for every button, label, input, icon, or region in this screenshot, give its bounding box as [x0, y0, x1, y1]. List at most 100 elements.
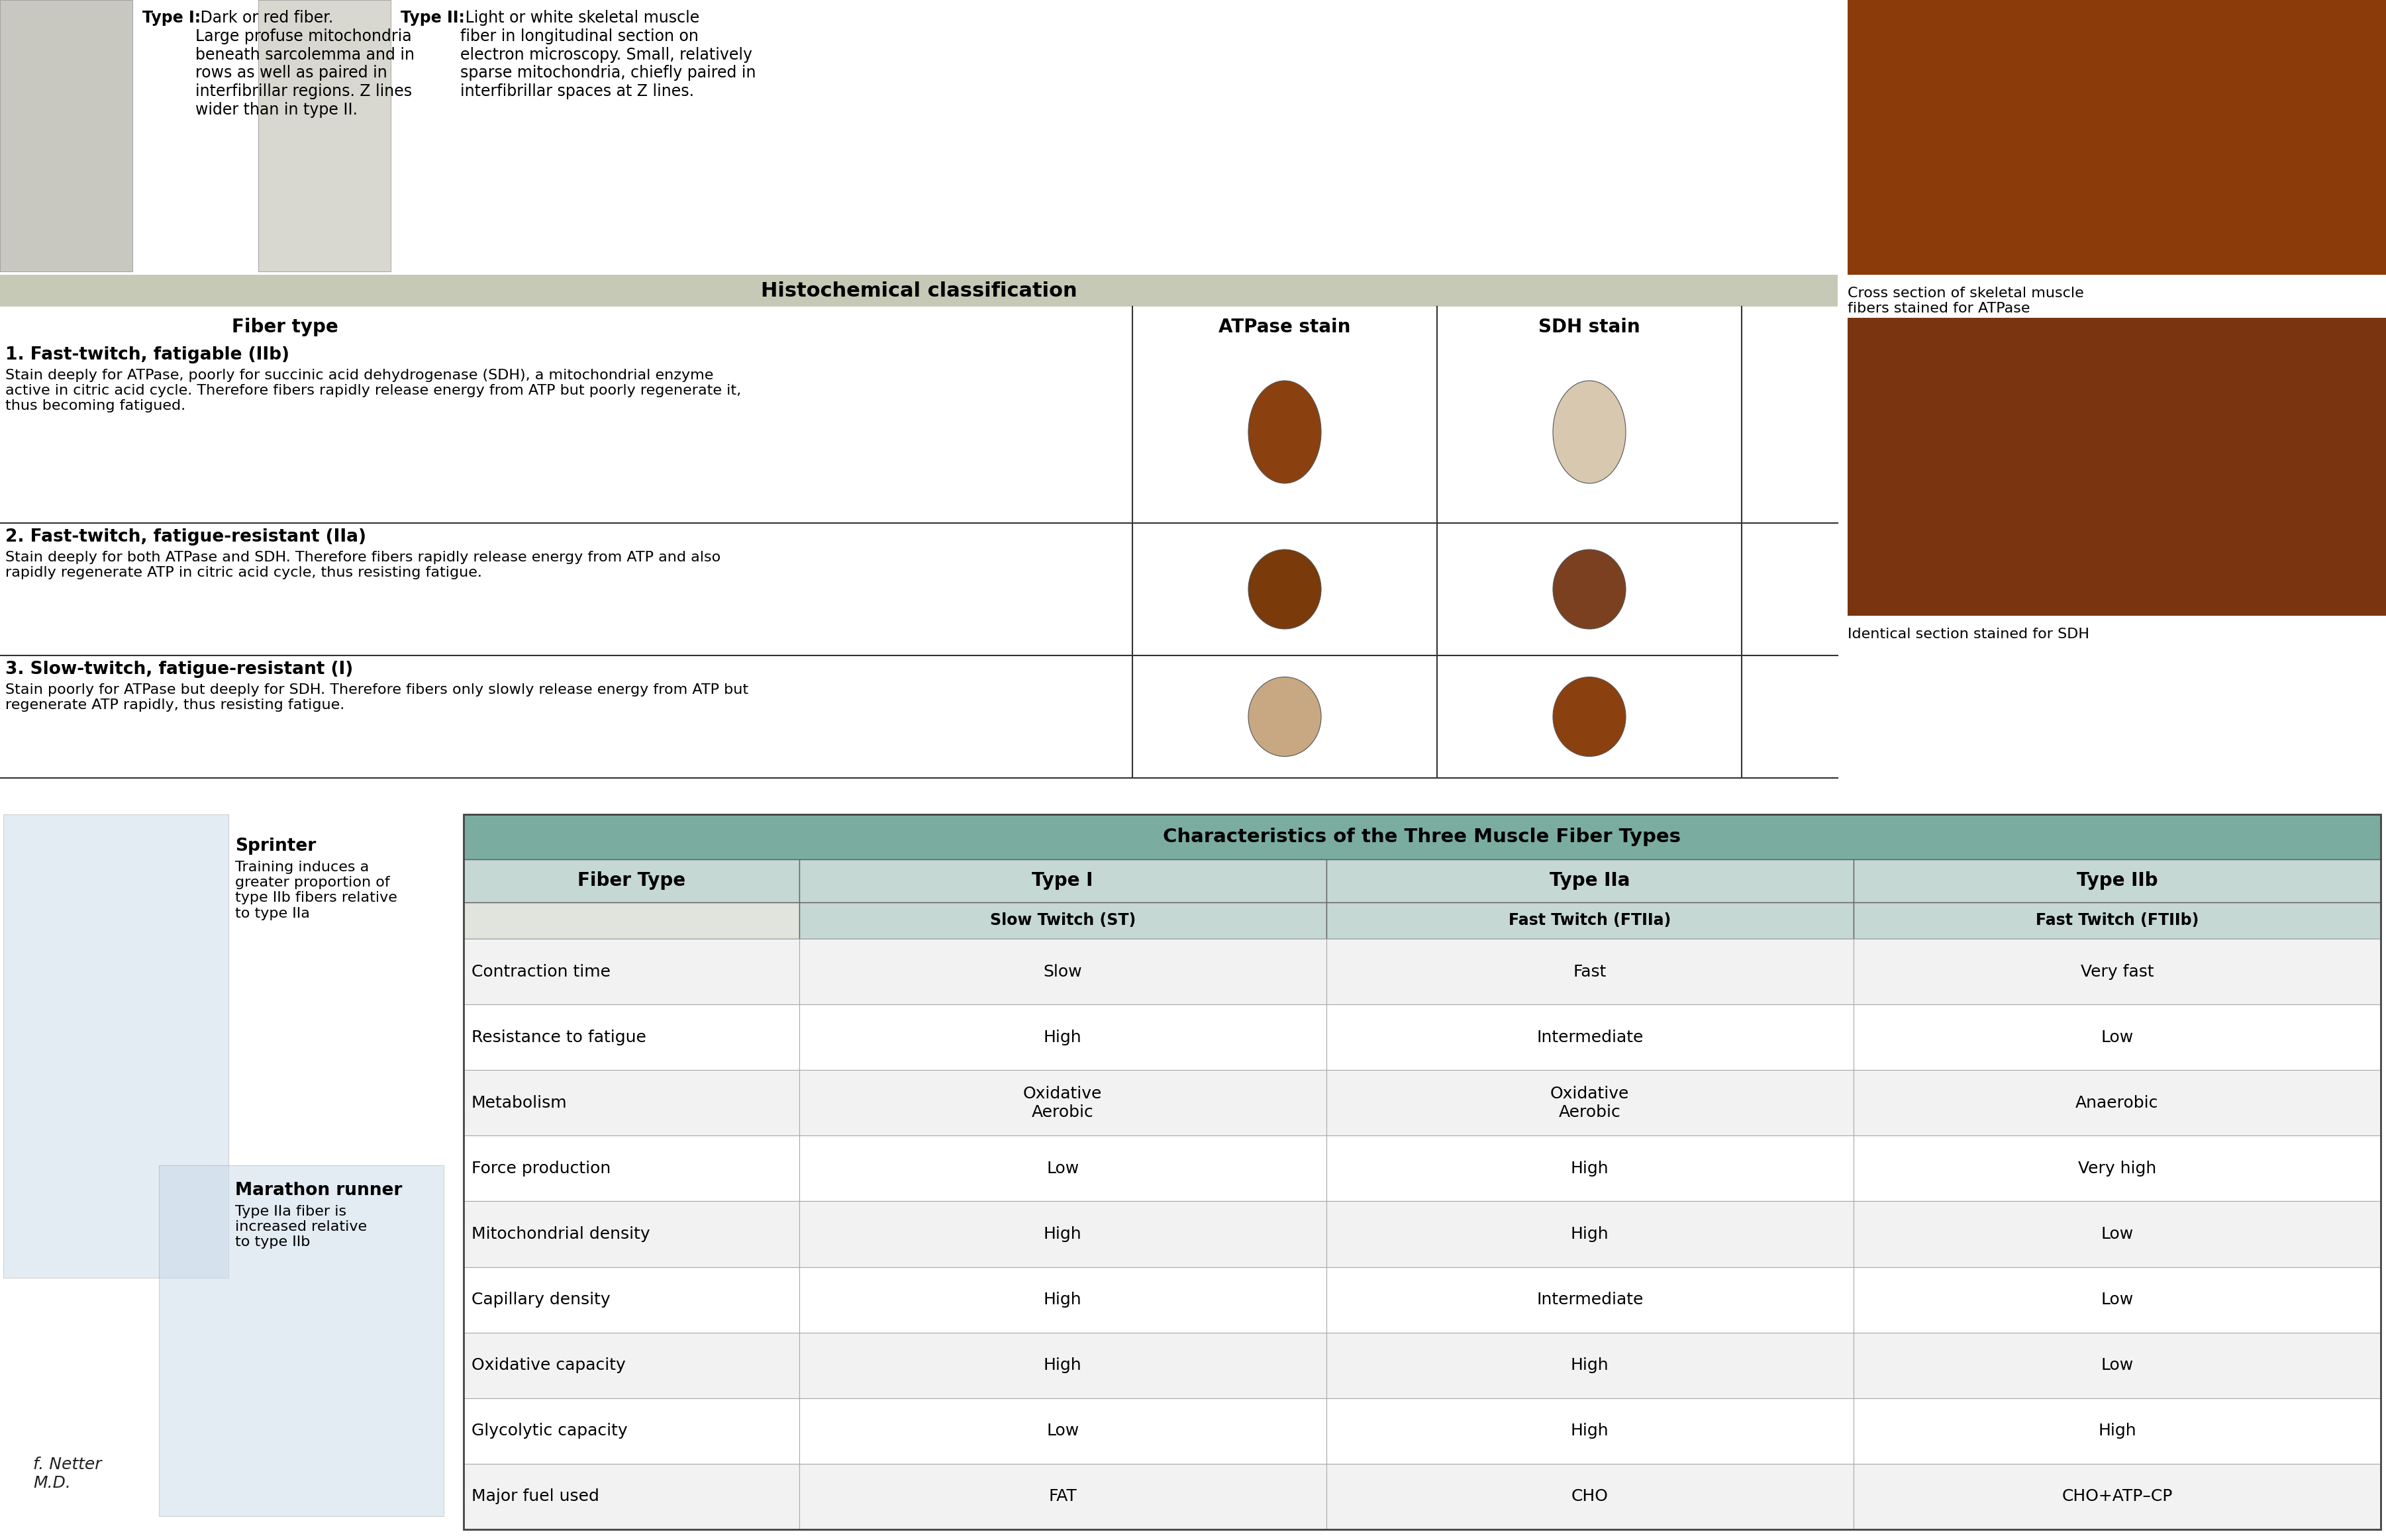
Ellipse shape	[1553, 380, 1625, 484]
Text: High: High	[1043, 1292, 1081, 1307]
Bar	[799, 939, 1327, 1004]
Text: Type II:: Type II:	[401, 9, 465, 26]
Text: 3. Slow-twitch, fatigue-resistant (I): 3. Slow-twitch, fatigue-resistant (I)	[5, 661, 353, 678]
Bar	[1327, 1267, 1854, 1332]
Bar	[799, 1070, 1327, 1135]
Bar	[799, 902, 1327, 939]
Bar	[799, 1004, 1327, 1070]
Bar	[463, 939, 799, 1004]
Bar	[1854, 859, 2381, 902]
Text: Sprinter: Sprinter	[236, 838, 315, 855]
Bar	[463, 1267, 799, 1332]
Text: Fast: Fast	[1572, 964, 1606, 979]
Bar	[1327, 1070, 1854, 1135]
Bar	[463, 1465, 799, 1529]
Text: Type IIa fiber is
increased relative
to type IIb: Type IIa fiber is increased relative to …	[236, 1204, 367, 1249]
Text: High: High	[1043, 1226, 1081, 1243]
Bar	[463, 1332, 799, 1398]
Text: Marathon runner: Marathon runner	[236, 1181, 403, 1200]
Text: Histochemical classification: Histochemical classification	[761, 282, 1076, 300]
Bar	[1854, 1135, 2381, 1201]
Text: ATPase stain: ATPase stain	[1219, 317, 1350, 336]
Bar	[1847, 0, 2386, 274]
Text: High: High	[1043, 1029, 1081, 1046]
Bar	[799, 1332, 1327, 1398]
Text: High: High	[1570, 1423, 1608, 1438]
Text: Type I: Type I	[1033, 872, 1093, 890]
Text: Low: Low	[1047, 1161, 1078, 1177]
Text: Low: Low	[2100, 1029, 2133, 1046]
Text: Stain poorly for ATPase but deeply for SDH. Therefore fibers only slowly release: Stain poorly for ATPase but deeply for S…	[5, 684, 749, 711]
Text: Type IIb: Type IIb	[2076, 872, 2157, 890]
Bar	[463, 815, 2381, 859]
Text: Force production: Force production	[472, 1161, 611, 1177]
Bar	[1854, 939, 2381, 1004]
Text: SDH stain: SDH stain	[1539, 317, 1639, 336]
Text: Anaerobic: Anaerobic	[2076, 1095, 2159, 1110]
Bar	[1327, 859, 1854, 902]
Bar	[1854, 1267, 2381, 1332]
Text: Characteristics of the Three Muscle Fiber Types: Characteristics of the Three Muscle Fibe…	[1164, 827, 1682, 845]
Bar	[1854, 1004, 2381, 1070]
Text: Intermediate: Intermediate	[1537, 1029, 1644, 1046]
Text: Very high: Very high	[2078, 1161, 2157, 1177]
Text: Light or white skeletal muscle
fiber in longitudinal section on
electron microsc: Light or white skeletal muscle fiber in …	[460, 9, 756, 100]
Bar	[1854, 1332, 2381, 1398]
Text: Metabolism: Metabolism	[472, 1095, 568, 1110]
Bar	[1327, 939, 1854, 1004]
Text: Low: Low	[2100, 1292, 2133, 1307]
Bar	[1854, 1398, 2381, 1465]
Text: Slow: Slow	[1043, 964, 1083, 979]
Bar	[463, 1135, 799, 1201]
Text: Low: Low	[2100, 1226, 2133, 1243]
Bar	[463, 1070, 799, 1135]
Text: Glycolytic capacity: Glycolytic capacity	[472, 1423, 628, 1438]
Text: Dark or red fiber.
Large profuse mitochondria
beneath sarcolemma and in
rows as : Dark or red fiber. Large profuse mitocho…	[196, 9, 415, 119]
Bar	[1327, 902, 1854, 939]
Bar	[799, 859, 1327, 902]
Bar	[1854, 902, 2381, 939]
Ellipse shape	[1553, 550, 1625, 628]
Bar	[1854, 1201, 2381, 1267]
Bar	[799, 1465, 1327, 1529]
Text: CHO: CHO	[1572, 1489, 1608, 1505]
Text: Low: Low	[1047, 1423, 1078, 1438]
Text: Low: Low	[2100, 1357, 2133, 1374]
Ellipse shape	[1248, 678, 1322, 756]
Text: Type I:: Type I:	[143, 9, 200, 26]
Bar	[1327, 1135, 1854, 1201]
Text: FAT: FAT	[1047, 1489, 1076, 1505]
Bar	[463, 815, 2381, 1529]
Bar	[1854, 1465, 2381, 1529]
Ellipse shape	[1553, 678, 1625, 756]
Bar	[1854, 1070, 2381, 1135]
Text: Major fuel used: Major fuel used	[472, 1489, 599, 1505]
Text: Resistance to fatigue: Resistance to fatigue	[472, 1029, 647, 1046]
Text: 1. Fast-twitch, fatigable (IIb): 1. Fast-twitch, fatigable (IIb)	[5, 347, 289, 363]
Bar	[0, 274, 1837, 306]
Bar	[0, 0, 134, 271]
Bar	[1327, 1465, 1854, 1529]
Text: Oxidative
Aerobic: Oxidative Aerobic	[1024, 1086, 1102, 1120]
Text: Stain deeply for both ATPase and SDH. Therefore fibers rapidly release energy fr: Stain deeply for both ATPase and SDH. Th…	[5, 551, 721, 579]
Text: Stain deeply for ATPase, poorly for succinic acid dehydrogenase (SDH), a mitocho: Stain deeply for ATPase, poorly for succ…	[5, 368, 742, 413]
Text: Cross section of skeletal muscle
fibers stained for ATPase: Cross section of skeletal muscle fibers …	[1847, 286, 2083, 316]
Ellipse shape	[1248, 550, 1322, 628]
Bar	[1327, 1201, 1854, 1267]
Text: Fast Twitch (FTIIb): Fast Twitch (FTIIb)	[2035, 913, 2198, 929]
Text: Identical section stained for SDH: Identical section stained for SDH	[1847, 628, 2090, 641]
Text: f. Netter
M.D.: f. Netter M.D.	[33, 1457, 103, 1491]
Text: Very fast: Very fast	[2081, 964, 2155, 979]
Bar	[799, 1398, 1327, 1465]
Text: High: High	[1043, 1357, 1081, 1374]
Bar	[1327, 1398, 1854, 1465]
Text: Contraction time: Contraction time	[472, 964, 611, 979]
Text: Type IIa: Type IIa	[1549, 872, 1630, 890]
Text: Fast Twitch (FTIIa): Fast Twitch (FTIIa)	[1508, 913, 1670, 929]
Bar	[2, 815, 229, 1278]
Bar	[463, 1201, 799, 1267]
Text: High: High	[1570, 1357, 1608, 1374]
Bar	[258, 0, 391, 271]
Text: 2. Fast-twitch, fatigue-resistant (IIa): 2. Fast-twitch, fatigue-resistant (IIa)	[5, 528, 365, 545]
Ellipse shape	[1248, 380, 1322, 484]
